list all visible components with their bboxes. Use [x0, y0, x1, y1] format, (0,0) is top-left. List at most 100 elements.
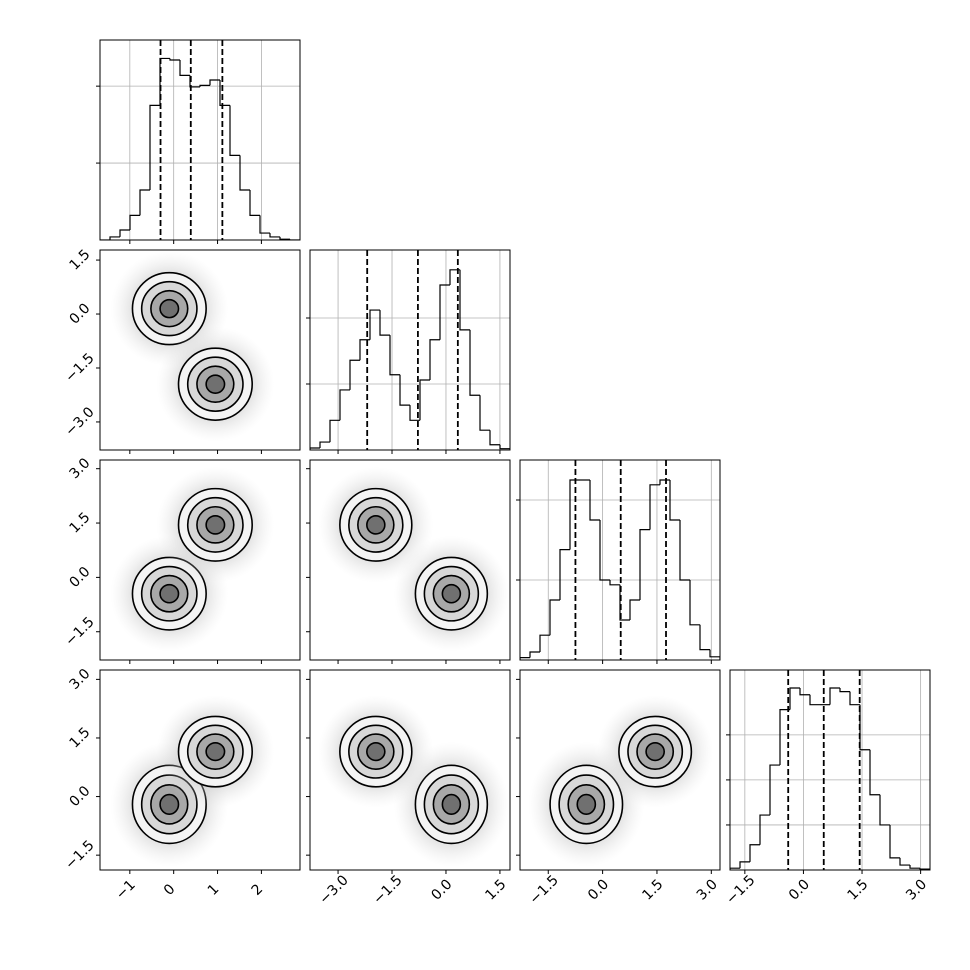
histogram-step [199, 84, 210, 87]
histogram-step [539, 634, 550, 652]
x-tick-label: 1.5 [845, 876, 872, 903]
histogram-step [649, 484, 660, 530]
histogram-step [919, 868, 930, 870]
histogram-step [259, 215, 270, 234]
x-tick-label: 2 [249, 881, 267, 899]
panel-frame [99, 249, 301, 451]
histogram-step [449, 269, 460, 285]
histogram-step [829, 687, 840, 705]
histogram-step [699, 624, 710, 651]
histogram-step [879, 794, 890, 826]
x-tick-label: 3.0 [903, 876, 930, 903]
histogram-step [599, 520, 610, 581]
histogram-step [889, 824, 900, 859]
x-tick-label: 1.5 [639, 876, 666, 903]
y-tick-label: 0.0 [66, 300, 93, 327]
histogram-step [369, 309, 380, 340]
histogram-step [149, 104, 160, 190]
panel [520, 460, 720, 660]
histogram-step [589, 480, 600, 521]
histogram-step [839, 688, 850, 693]
x-tick-label: −3.0 [316, 872, 351, 907]
panel [730, 670, 930, 870]
histogram-step [339, 389, 350, 421]
x-tick-label: −1.5 [527, 872, 562, 907]
x-tick-label: 1 [205, 881, 223, 899]
panel [310, 250, 510, 450]
histogram-step [789, 687, 800, 710]
panel-frame [99, 669, 301, 871]
histogram-step [759, 814, 770, 845]
panel-frame [99, 459, 301, 661]
y-tick-label: −1.5 [62, 837, 97, 872]
panel-frame [309, 459, 511, 661]
histogram-step [629, 599, 640, 620]
contour [205, 374, 226, 394]
histogram-step [169, 58, 180, 61]
histogram-step [739, 861, 750, 869]
histogram-step [239, 155, 250, 191]
y-tick-label: 0.0 [66, 564, 93, 591]
histogram-step [669, 480, 680, 521]
histogram-step [389, 335, 400, 376]
histogram-step [859, 704, 870, 751]
histogram-step [520, 657, 530, 660]
y-tick-label: 3.0 [66, 455, 93, 482]
histogram-step [849, 691, 860, 706]
histogram-step [379, 310, 390, 336]
contour [159, 583, 180, 604]
histogram-step [409, 405, 420, 421]
histogram-step [499, 444, 510, 450]
histogram-step [869, 749, 880, 796]
histogram-step [549, 599, 560, 636]
histogram-step [459, 269, 470, 331]
contour [159, 793, 180, 815]
histogram-step [129, 214, 140, 230]
histogram-step [269, 233, 280, 238]
y-tick-label: −3.0 [62, 404, 97, 439]
histogram-step [769, 764, 780, 816]
histogram-step [139, 189, 150, 216]
y-tick-label: 1.5 [66, 724, 93, 751]
histogram-step [559, 549, 570, 600]
histogram-step [659, 479, 670, 485]
panel-frame [519, 459, 721, 661]
contour [645, 742, 666, 762]
contour [441, 793, 462, 815]
panel-frame [309, 249, 511, 451]
histogram-step [609, 580, 620, 586]
panel [318, 695, 509, 867]
histogram-step [809, 694, 820, 706]
histogram-step [749, 844, 760, 862]
histogram-step [709, 649, 720, 660]
histogram-step [429, 339, 440, 381]
histogram-step [329, 419, 340, 443]
contour [159, 298, 180, 319]
histogram-step [799, 688, 810, 696]
contour [205, 514, 226, 535]
panel [100, 40, 300, 240]
histogram-step [349, 359, 360, 390]
histogram-step [479, 395, 490, 431]
histogram-step [109, 236, 120, 240]
histogram-step [179, 60, 190, 76]
x-tick-label: 1.5 [482, 876, 509, 903]
histogram-step [399, 374, 410, 406]
histogram-step [159, 57, 170, 106]
panel-frame [99, 39, 301, 241]
y-tick-label: 1.5 [66, 247, 93, 274]
x-tick-label: −1.5 [723, 872, 758, 907]
histogram-step [359, 339, 370, 361]
x-tick-label: 0.0 [428, 876, 455, 903]
panel-frame [729, 669, 931, 871]
panel-frame [309, 669, 511, 871]
histogram-step [489, 430, 500, 446]
histogram-step [419, 379, 430, 421]
histogram-step [679, 520, 690, 581]
histogram-step [529, 651, 540, 658]
x-tick-label: −1 [113, 877, 139, 903]
contour [366, 742, 386, 762]
histogram-step [689, 580, 700, 626]
histogram-step [639, 529, 650, 600]
